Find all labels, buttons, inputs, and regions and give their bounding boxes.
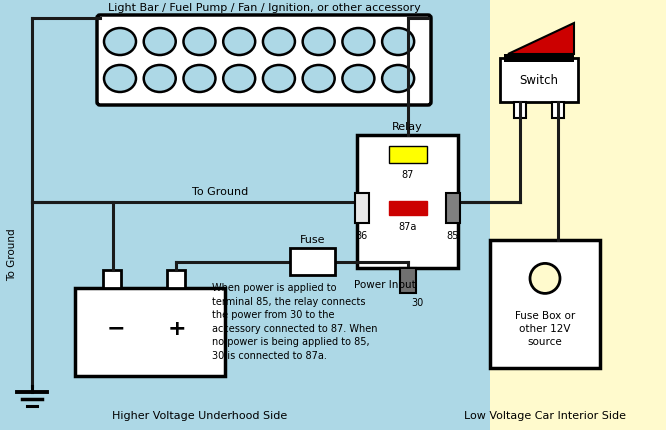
Bar — [400, 268, 416, 293]
Text: Higher Voltage Underhood Side: Higher Voltage Underhood Side — [113, 410, 288, 420]
Bar — [355, 194, 369, 223]
Ellipse shape — [302, 29, 335, 56]
Bar — [103, 270, 121, 289]
Ellipse shape — [263, 66, 295, 93]
Text: When power is applied to
terminal 85, the relay connects
the power from 30 to th: When power is applied to terminal 85, th… — [212, 283, 378, 360]
Bar — [552, 103, 564, 119]
Bar — [490, 240, 600, 368]
Text: Low Voltage Car Interior Side: Low Voltage Car Interior Side — [464, 410, 626, 420]
Text: Switch: Switch — [519, 74, 559, 87]
Text: Relay: Relay — [392, 122, 423, 132]
Text: 30: 30 — [412, 297, 424, 307]
Ellipse shape — [530, 264, 560, 294]
Text: To Ground: To Ground — [192, 187, 248, 197]
Bar — [490, 0, 666, 430]
Bar — [446, 194, 460, 223]
Bar — [388, 201, 426, 215]
Text: +: + — [168, 318, 186, 338]
Ellipse shape — [183, 29, 216, 56]
Text: 87a: 87a — [398, 221, 417, 231]
Ellipse shape — [342, 29, 374, 56]
Ellipse shape — [223, 66, 255, 93]
Ellipse shape — [144, 29, 176, 56]
Bar — [75, 289, 225, 376]
Text: Fuse: Fuse — [300, 234, 325, 244]
Polygon shape — [508, 24, 574, 55]
Text: To Ground: To Ground — [7, 228, 17, 281]
Bar — [357, 136, 458, 268]
Text: Power Input: Power Input — [354, 280, 416, 289]
Ellipse shape — [302, 66, 335, 93]
Text: 85: 85 — [447, 230, 459, 240]
Ellipse shape — [263, 29, 295, 56]
Ellipse shape — [382, 29, 414, 56]
Ellipse shape — [104, 66, 136, 93]
Bar — [388, 147, 426, 164]
Text: Fuse Box or
other 12V
source: Fuse Box or other 12V source — [515, 310, 575, 346]
Text: 86: 86 — [356, 230, 368, 240]
Ellipse shape — [342, 66, 374, 93]
Ellipse shape — [382, 66, 414, 93]
Bar — [290, 249, 335, 275]
Bar — [0, 0, 490, 430]
Ellipse shape — [104, 29, 136, 56]
Text: Light Bar / Fuel Pump / Fan / Ignition, or other accessory: Light Bar / Fuel Pump / Fan / Ignition, … — [108, 3, 420, 13]
Ellipse shape — [183, 66, 216, 93]
Bar — [500, 59, 578, 103]
Bar — [166, 270, 184, 289]
Ellipse shape — [223, 29, 255, 56]
Bar — [504, 55, 574, 63]
FancyBboxPatch shape — [97, 16, 431, 106]
Ellipse shape — [144, 66, 176, 93]
Text: −: − — [106, 318, 125, 338]
Text: 87: 87 — [402, 169, 414, 180]
Bar — [514, 103, 526, 119]
